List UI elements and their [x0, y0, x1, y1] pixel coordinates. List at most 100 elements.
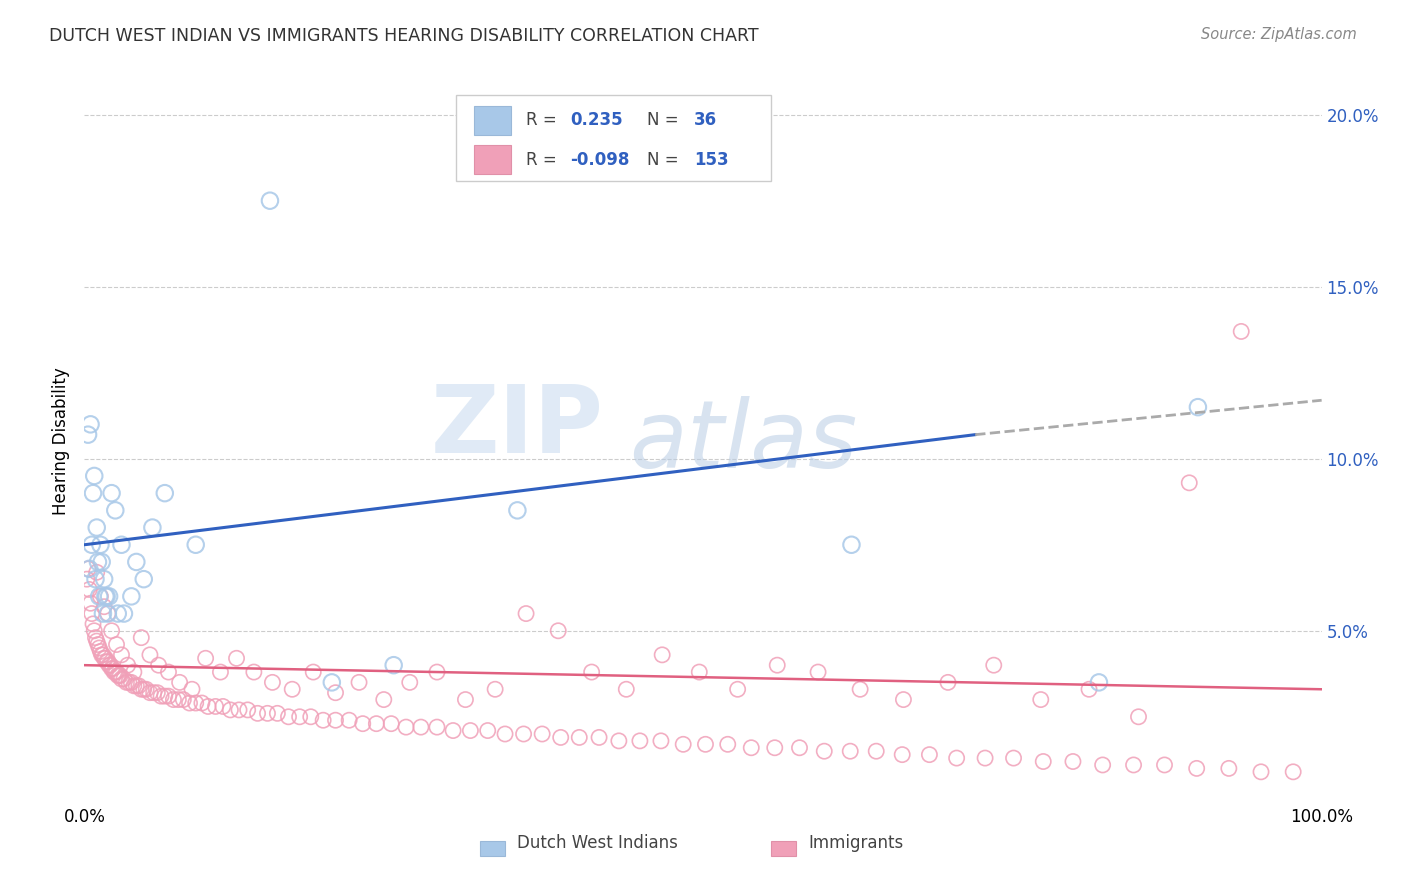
- Point: [110, 672, 132, 686]
- Point: [122, 679, 145, 693]
- Point: [506, 503, 529, 517]
- Point: [277, 710, 299, 724]
- Bar: [770, 841, 796, 855]
- Point: [936, 675, 959, 690]
- Point: [157, 689, 180, 703]
- Point: [80, 607, 103, 621]
- Point: [148, 658, 170, 673]
- Point: [79, 582, 101, 597]
- Point: [813, 744, 835, 758]
- Text: Dutch West Indians: Dutch West Indians: [517, 833, 678, 852]
- Point: [93, 651, 115, 665]
- Bar: [481, 841, 505, 855]
- Point: [103, 665, 125, 679]
- Bar: [474, 106, 512, 135]
- Point: [1091, 758, 1114, 772]
- Point: [547, 624, 569, 638]
- Point: [135, 682, 157, 697]
- Point: [494, 727, 516, 741]
- Point: [77, 427, 100, 442]
- Point: [299, 710, 322, 724]
- Point: [89, 538, 111, 552]
- Point: [129, 682, 152, 697]
- Point: [380, 716, 402, 731]
- Point: [179, 696, 201, 710]
- Point: [86, 566, 108, 580]
- Point: [1250, 764, 1272, 779]
- Point: [181, 682, 204, 697]
- Point: [727, 682, 749, 697]
- Point: [118, 675, 141, 690]
- Point: [93, 572, 115, 586]
- Point: [89, 590, 111, 604]
- Point: [841, 538, 863, 552]
- Point: [325, 686, 347, 700]
- Point: [650, 734, 672, 748]
- Point: [169, 675, 191, 690]
- Point: [139, 648, 162, 662]
- Point: [115, 675, 138, 690]
- Point: [79, 596, 101, 610]
- Point: [89, 590, 111, 604]
- Point: [100, 624, 122, 638]
- Point: [789, 740, 811, 755]
- Point: [125, 679, 148, 693]
- Point: [766, 658, 789, 673]
- Point: [256, 706, 278, 721]
- Point: [153, 486, 176, 500]
- Point: [117, 658, 139, 673]
- Point: [460, 723, 482, 738]
- Point: [426, 665, 449, 679]
- Point: [93, 599, 115, 614]
- Point: [129, 631, 152, 645]
- Point: [983, 658, 1005, 673]
- Point: [321, 675, 343, 690]
- Point: [87, 555, 110, 569]
- Point: [717, 737, 740, 751]
- Text: N =: N =: [647, 112, 679, 129]
- Point: [337, 713, 360, 727]
- Text: R =: R =: [526, 151, 557, 169]
- Point: [101, 662, 124, 676]
- Point: [167, 692, 190, 706]
- Point: [132, 682, 155, 697]
- Point: [325, 713, 347, 727]
- Point: [588, 731, 610, 745]
- Point: [302, 665, 325, 679]
- Point: [83, 469, 105, 483]
- Point: [262, 675, 284, 690]
- Point: [98, 658, 121, 673]
- Point: [1032, 755, 1054, 769]
- Point: [157, 665, 180, 679]
- Point: [246, 706, 269, 721]
- Point: [1230, 325, 1253, 339]
- Point: [695, 737, 717, 751]
- Text: R =: R =: [526, 112, 557, 129]
- Point: [312, 713, 335, 727]
- Point: [395, 720, 418, 734]
- Point: [98, 590, 121, 604]
- Point: [918, 747, 941, 762]
- Point: [105, 665, 128, 679]
- Point: [807, 665, 830, 679]
- Point: [607, 734, 630, 748]
- Text: atlas: atlas: [628, 396, 858, 487]
- Point: [236, 703, 259, 717]
- Point: [688, 665, 710, 679]
- Point: [651, 648, 673, 662]
- Point: [409, 720, 432, 734]
- Point: [84, 631, 107, 645]
- Point: [1088, 675, 1111, 690]
- Point: [531, 727, 554, 741]
- Point: [426, 720, 449, 734]
- Text: Source: ZipAtlas.com: Source: ZipAtlas.com: [1201, 27, 1357, 42]
- Point: [568, 731, 591, 745]
- Point: [120, 675, 142, 690]
- Point: [90, 648, 112, 662]
- Point: [110, 538, 132, 552]
- Text: Immigrants: Immigrants: [808, 833, 904, 852]
- Point: [104, 503, 127, 517]
- Point: [110, 648, 132, 662]
- Point: [382, 658, 405, 673]
- Point: [172, 692, 194, 706]
